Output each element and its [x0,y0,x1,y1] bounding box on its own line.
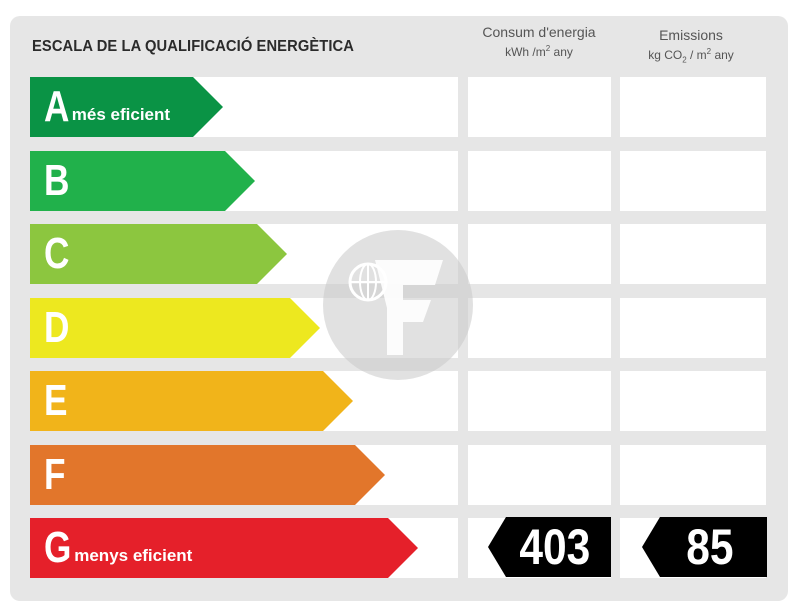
emissions-cell [620,77,766,137]
rating-letter: E [44,376,68,425]
consum-cell [468,77,611,137]
consum-value: 403 [519,519,591,575]
rating-arrow-d: D [30,298,320,358]
emissions-cell [620,445,766,505]
emissions-cell [620,151,766,211]
label-title: ESCALA DE LA QUALIFICACIÓ ENERGÈTICA [32,38,354,55]
rating-letter: D [44,303,70,352]
emissions-cell [620,371,766,431]
emissions-value-tag: 85 [642,517,767,577]
consum-cell [468,224,611,284]
consum-column-header: Consum d'energia kWh /m2 any [464,24,614,59]
rating-note: menys eficient [74,546,193,565]
consum-cell [468,151,611,211]
rating-letter: F [44,450,66,499]
consum-unit: kWh /m2 any [505,43,573,59]
rating-arrow-e: E [30,371,353,431]
rating-letter: A [44,82,70,131]
rating-arrow-c: C [30,224,287,284]
emissions-label: Emissions [659,27,723,43]
emissions-cell [620,224,766,284]
emissions-cell [620,298,766,358]
consum-cell [468,298,611,358]
emissions-value: 85 [685,519,734,575]
consum-cell [468,371,611,431]
rating-arrow-b: B [30,151,255,211]
rating-letter: B [44,156,70,205]
consum-cell [468,445,611,505]
consum-value-tag: 403 [488,517,611,577]
emissions-column-header: Emissions kg CO2 / m2 any [616,27,766,65]
globe-flag-icon [348,260,443,355]
watermark-logo [323,230,473,380]
rating-arrow-f: F [30,445,385,505]
rating-letter: G [44,523,72,572]
consum-label: Consum d'energia [482,24,596,40]
emissions-unit: kg CO2 / m2 any [648,46,734,65]
rating-note: més eficient [71,105,171,124]
rating-letter: C [44,229,70,278]
